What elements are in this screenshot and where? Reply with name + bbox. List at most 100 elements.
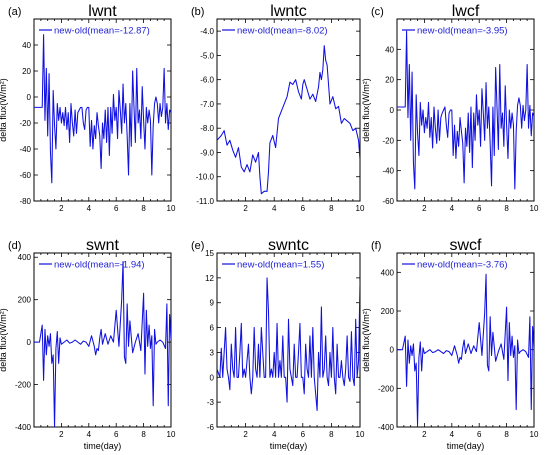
panel-f: (f) swcf 2 4 6 8 10 -400 -200 0 200 400 time(day) del…: [361, 237, 539, 451]
series-line: [34, 34, 171, 184]
x-tick-label: 8: [504, 204, 509, 213]
series-line: [34, 260, 171, 427]
x-tick-label: 8: [141, 430, 146, 439]
y-tick-label: 40: [22, 41, 31, 50]
x-tick-label: 4: [450, 430, 455, 439]
panel-letter: (e): [191, 240, 204, 252]
panel-title: swcf: [450, 237, 483, 254]
x-tick-label: 2: [422, 430, 427, 439]
y-tick-label: 400: [18, 253, 32, 262]
panel-letter: (b): [191, 6, 204, 18]
x-tick-label: 2: [243, 204, 248, 213]
x-tick-label: 2: [243, 430, 248, 439]
x-tick-label: 6: [301, 430, 306, 439]
panel-title: swntc: [268, 237, 309, 254]
y-tick-label: -5.0: [200, 51, 214, 60]
x-tick-label: 4: [87, 430, 92, 439]
y-tick-label: 0: [390, 346, 395, 355]
panel-letter: (c): [371, 6, 384, 18]
legend-label: new-old(mean=-1.94): [54, 260, 145, 271]
panel-letter: (a): [8, 6, 21, 18]
panel-e: (e) swntc 2 4 6 8 10 -6 -3 0 3 6 9 12 15 time(day) new-o…: [191, 237, 365, 451]
y-tick-label: 400: [381, 268, 395, 277]
x-tick-label: 10: [356, 204, 365, 213]
y-tick-label: 6: [210, 324, 215, 333]
x-tick-label: 10: [530, 204, 539, 213]
y-tick-label: 200: [381, 307, 395, 316]
series-line: [217, 45, 360, 195]
x-tick-label: 2: [59, 204, 64, 213]
y-tick-label: -60: [382, 197, 394, 206]
x-tick-label: 6: [114, 204, 119, 213]
x-tick-label: 4: [87, 204, 92, 213]
panel-title: lwntc: [270, 3, 306, 20]
x-tick-label: 4: [272, 430, 277, 439]
y-tick-label: -20: [382, 136, 394, 145]
x-tick-label: 6: [301, 204, 306, 213]
y-tick-label: 0: [390, 106, 395, 115]
x-axis-label: time(day): [84, 441, 122, 451]
y-tick-label: -9.0: [200, 148, 214, 157]
y-tick-label: -11.0: [196, 197, 214, 206]
x-tick-label: 2: [422, 204, 427, 213]
x-tick-label: 8: [329, 430, 334, 439]
y-tick-label: 0: [27, 338, 32, 347]
x-tick-label: 6: [477, 430, 482, 439]
y-tick-label: -4.0: [200, 27, 214, 36]
y-tick-label: -200: [378, 384, 395, 393]
series-line: [217, 277, 360, 411]
y-axis-label: delta flux(W/m²): [0, 308, 8, 372]
y-tick-label: 9: [210, 299, 215, 308]
x-tick-label: 4: [272, 204, 277, 213]
legend-label: new-old(mean=-8.02): [237, 26, 328, 37]
series-line: [397, 273, 534, 426]
y-tick-label: -10.0: [196, 173, 215, 182]
x-tick-label: 10: [167, 430, 176, 439]
y-tick-label: 15: [205, 249, 214, 258]
series-line: [397, 30, 534, 190]
y-tick-label: 20: [385, 76, 394, 85]
plot-frame: [216, 18, 361, 202]
legend-label: new-old(mean=-3.76): [417, 260, 508, 271]
y-tick-label: -60: [19, 171, 31, 180]
y-tick-label: -400: [378, 423, 395, 432]
x-tick-label: 6: [114, 430, 119, 439]
x-tick-label: 6: [477, 204, 482, 213]
y-tick-label: -40: [382, 167, 394, 176]
y-tick-label: 12: [205, 274, 214, 283]
plot-frame: [33, 18, 172, 202]
panel-title: swnt: [86, 237, 119, 254]
plot-frame: [396, 18, 535, 202]
panel-letter: (d): [8, 240, 21, 252]
y-tick-label: -8.0: [200, 124, 214, 133]
y-tick-label: 200: [18, 296, 32, 305]
panel-letter: (f): [371, 240, 381, 252]
legend-label: new-old(mean=1.55): [237, 260, 324, 271]
panel-c: (c) lwcf 2 4 6 8 10 -60 -40 -20 0 20 40 delta flux(W/…: [361, 3, 539, 213]
y-tick-label: -40: [19, 145, 31, 154]
x-tick-label: 10: [167, 204, 176, 213]
panel-title: lwnt: [88, 3, 117, 20]
y-tick-label: 40: [385, 45, 394, 54]
y-tick-label: 0: [27, 93, 32, 102]
y-axis-label: delta flux(W/m²): [361, 308, 371, 372]
y-axis-label: delta flux(W/m²): [0, 78, 8, 142]
panel-d: (d) swnt 2 4 6 8 10 -400 -200 0 200 400 time(day) del…: [0, 237, 176, 451]
y-axis-label: delta flux(W/m²): [361, 78, 371, 142]
y-tick-label: -200: [15, 381, 32, 390]
x-tick-label: 8: [504, 430, 509, 439]
y-tick-label: -400: [15, 423, 32, 432]
y-tick-label: 20: [22, 67, 31, 76]
x-tick-label: 8: [329, 204, 334, 213]
y-tick-label: -20: [19, 119, 31, 128]
x-axis-label: time(day): [270, 441, 308, 451]
x-axis-label: time(day): [447, 441, 485, 451]
panel-title: lwcf: [452, 3, 480, 20]
x-tick-label: 2: [59, 430, 64, 439]
y-tick-label: 0: [210, 373, 215, 382]
y-tick-label: -80: [19, 197, 31, 206]
y-tick-label: 3: [210, 348, 215, 357]
x-tick-label: 10: [356, 430, 365, 439]
y-tick-label: -3: [207, 398, 215, 407]
